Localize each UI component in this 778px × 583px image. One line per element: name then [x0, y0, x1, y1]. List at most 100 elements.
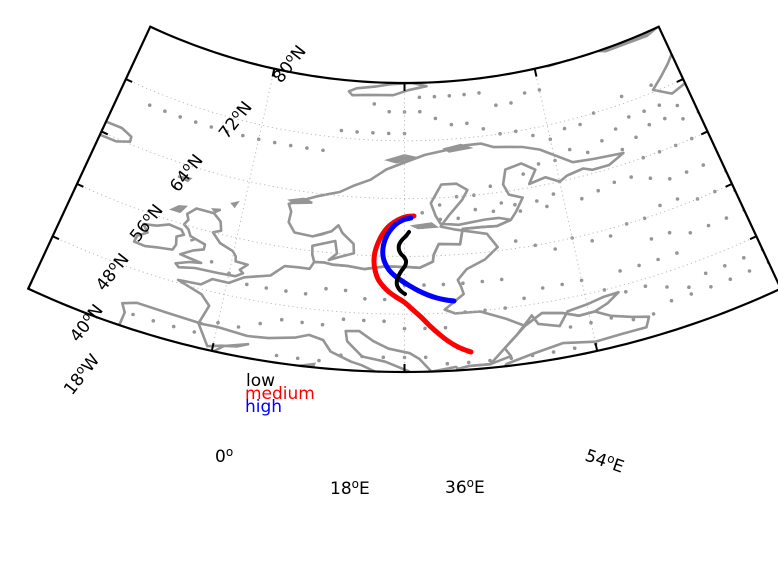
- land-speck: [402, 355, 407, 360]
- coastline-path: [132, 222, 186, 251]
- land-speck: [673, 143, 678, 148]
- tick: [594, 342, 599, 352]
- land-speck: [225, 129, 229, 134]
- land-speck: [701, 163, 706, 167]
- land-speck: [619, 94, 624, 99]
- graticule-parallel-64: [101, 131, 708, 200]
- land-speck: [449, 122, 454, 127]
- island-shape: [442, 143, 474, 153]
- land-speck: [417, 95, 422, 100]
- land-speck: [627, 115, 631, 119]
- land-speck: [488, 358, 492, 363]
- island-shape: [409, 222, 440, 230]
- land-speck: [557, 179, 562, 184]
- land-speck: [713, 189, 717, 194]
- land-speck: [579, 278, 584, 283]
- land-speck: [648, 176, 653, 180]
- land-speck: [324, 286, 328, 291]
- land-speck: [562, 126, 567, 131]
- land-speck: [343, 288, 348, 293]
- land-speck: [620, 147, 625, 152]
- land-speck: [658, 203, 662, 208]
- legend-entry-high: high: [245, 397, 282, 417]
- land-speck: [668, 177, 672, 181]
- land-speck: [420, 211, 425, 215]
- land-speck: [477, 91, 481, 95]
- land-speck: [381, 355, 386, 360]
- land-speck: [466, 360, 471, 365]
- land-speck: [624, 290, 628, 294]
- land-speck: [663, 116, 667, 121]
- tick: [749, 235, 757, 241]
- land-speck: [284, 289, 288, 293]
- land-speck: [514, 129, 518, 134]
- land-speck: [572, 346, 577, 351]
- tick: [725, 182, 733, 188]
- land-speck: [675, 251, 679, 255]
- land-speck: [461, 281, 465, 286]
- land-speck: [531, 133, 535, 138]
- land-speck: [192, 330, 197, 334]
- land-speck: [522, 91, 527, 95]
- land-speck: [441, 282, 446, 287]
- land-speck: [445, 361, 450, 366]
- tick: [210, 342, 215, 352]
- land-speck: [131, 312, 135, 317]
- lon-label-3-text: 36oE: [445, 476, 485, 498]
- land-speck: [724, 216, 729, 220]
- graticule-parallel-56: [76, 183, 733, 257]
- island-shape: [177, 175, 193, 183]
- land-speck: [536, 162, 541, 166]
- land-speck: [642, 216, 647, 221]
- tick: [76, 182, 84, 188]
- land-speck: [305, 146, 309, 150]
- island-shape: [211, 208, 222, 214]
- land-speck: [689, 292, 694, 296]
- land-speck: [631, 317, 636, 322]
- land-speck: [387, 109, 392, 114]
- land-speck: [272, 140, 277, 145]
- land-speck: [362, 318, 366, 323]
- land-speck: [728, 277, 733, 282]
- land-speck: [602, 288, 607, 292]
- land-speck: [481, 127, 486, 131]
- land-speck: [675, 197, 680, 201]
- land-speck: [320, 322, 325, 327]
- land-speck: [193, 120, 198, 124]
- land-speck: [433, 116, 438, 121]
- island-shape: [312, 230, 332, 238]
- tick: [676, 78, 684, 83]
- land-speck: [420, 225, 425, 230]
- land-speck: [216, 320, 220, 325]
- lon-label-2-text: 18oE: [330, 477, 370, 499]
- tick: [700, 130, 708, 136]
- land-speck: [684, 170, 689, 174]
- land-speck: [612, 180, 617, 185]
- land-speck: [454, 194, 459, 199]
- land-speck: [634, 135, 638, 140]
- tick: [533, 68, 538, 77]
- land-speck: [591, 111, 596, 115]
- land-speck: [341, 317, 346, 322]
- land-speck: [264, 286, 269, 290]
- land-speck: [651, 312, 656, 316]
- land-speck: [551, 192, 556, 196]
- land-speck: [422, 283, 426, 287]
- land-speck: [675, 103, 680, 108]
- land-speck: [537, 88, 542, 92]
- land-speck: [503, 306, 508, 310]
- land-speck: [649, 237, 654, 241]
- land-speck: [609, 316, 614, 320]
- land-speck: [178, 115, 182, 119]
- land-speck: [629, 175, 633, 179]
- land-speck: [473, 207, 478, 212]
- coastline-path: [88, 310, 651, 373]
- land-speck: [437, 203, 442, 207]
- island-shape: [287, 197, 313, 205]
- land-speck: [742, 255, 746, 260]
- land-speck: [518, 209, 523, 213]
- land-speck: [551, 350, 556, 354]
- land-speck: [339, 353, 343, 358]
- land-speck: [657, 103, 662, 107]
